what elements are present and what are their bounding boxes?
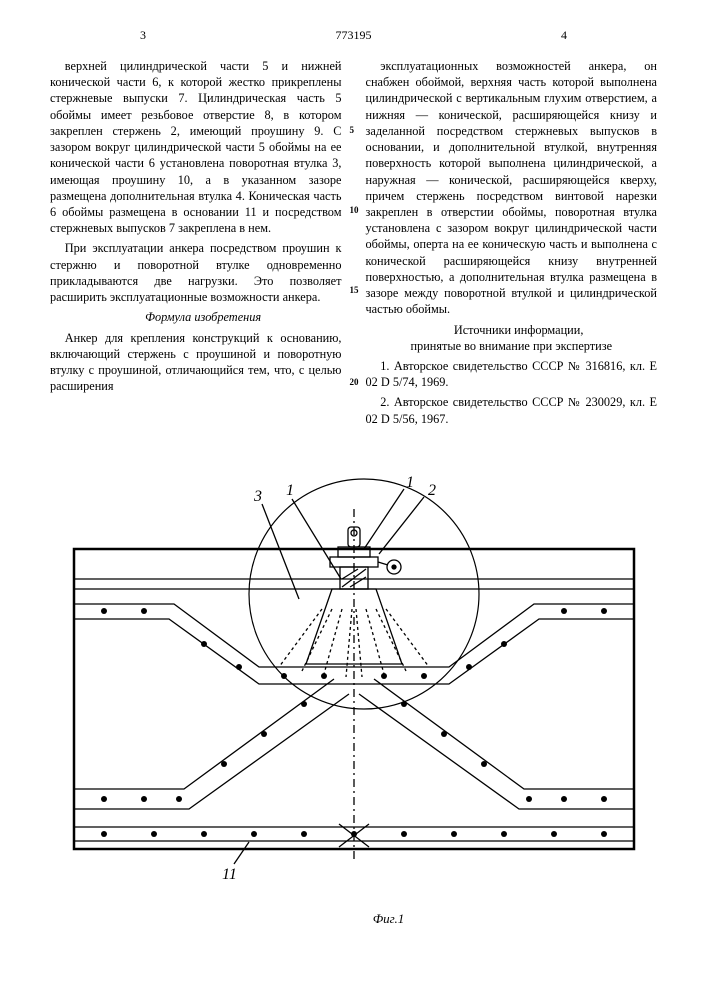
column-number-left: 3 <box>140 28 146 43</box>
column-number-right: 4 <box>561 28 567 43</box>
header-row: 3 773195 4 <box>50 28 657 48</box>
left-p3: Анкер для крепления конструкций к основа… <box>50 330 342 395</box>
line-mark-20: 20 <box>350 378 359 387</box>
fig-label-3: 3 <box>253 488 262 505</box>
fig-label-2: 2 <box>428 482 436 499</box>
document-number: 773195 <box>336 28 372 43</box>
figure-svg: 3 1 1 2 11 <box>54 449 654 909</box>
right-p1: эксплуатационных возможностей анкера, он… <box>366 58 658 318</box>
figure-1: 3 1 1 2 11 Фиг.1 <box>50 449 657 927</box>
left-p2: При эксплуатации анкера посредством проу… <box>50 240 342 305</box>
line-mark-5: 5 <box>350 126 355 135</box>
source-2: 2. Авторское свидетельство СССР № 230029… <box>366 394 658 426</box>
fig-label-2a: 1 <box>406 474 414 491</box>
left-p1: верхней цилиндрической части 5 и нижней … <box>50 58 342 236</box>
patent-page: 3 773195 4 верхней цилиндрической части … <box>0 0 707 927</box>
right-column: 5 10 15 20 эксплуатационных возможностей… <box>366 58 658 431</box>
text-columns: верхней цилиндрической части 5 и нижней … <box>50 58 657 431</box>
fig-label-1: 1 <box>286 482 294 499</box>
formula-header: Формула изобретения <box>50 309 342 325</box>
left-column: верхней цилиндрической части 5 и нижней … <box>50 58 342 431</box>
source-1: 1. Авторское свидетельство СССР № 316816… <box>366 358 658 390</box>
sources-header: Источники информации, принятые во вниман… <box>366 322 658 354</box>
figure-caption: Фиг.1 <box>50 911 657 927</box>
line-mark-10: 10 <box>350 206 359 215</box>
line-mark-15: 15 <box>350 286 359 295</box>
fig-label-11: 11 <box>222 866 237 883</box>
